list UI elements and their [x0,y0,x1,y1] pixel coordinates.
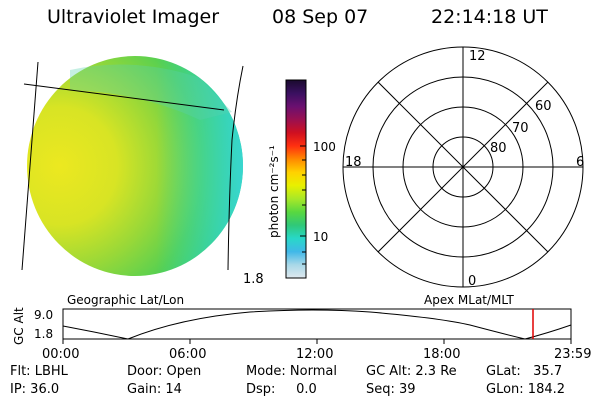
gc-alt-value: GC Alt: 2.3 Re [366,364,457,379]
limb-line-left [21,61,39,271]
polar-grid [342,46,584,288]
timeline-right-title: Apex MLat/MLT [424,293,514,307]
instrument-title: Ultraviolet Imager [47,6,220,28]
timeline-left-title: Geographic Lat/Lon [67,293,184,307]
mlat-label-70: 70 [512,121,529,136]
timeline-axis-label: GC Alt [12,307,26,345]
uv-earth-image [21,56,244,276]
mlt-label-18: 18 [345,155,362,170]
timeline-ytick-min: 1.8 [34,327,53,341]
gc-altitude-curve [62,309,572,340]
mlt-label-12: 12 [469,49,486,64]
dsp-value: Dsp: 0.0 [246,382,317,397]
orbit-timeline: Geographic Lat/Lon Apex MLat/MLT GC Alt … [12,293,591,362]
colorbar: 100 10 photon cm⁻²s⁻¹ [267,79,336,279]
colorbar-tick-min: 1.8 [243,272,264,287]
timeline-ytick-max: 9.0 [34,308,53,322]
mode-value: Mode: Normal [246,364,337,379]
colorbar-tick-100: 100 [313,140,336,154]
ip-value: IP: 36.0 [10,382,60,397]
timeline-xtick-2359: 23:59 [554,347,591,362]
glon-value: GLon: 184.2 [486,382,566,397]
gain-value: Gain: 14 [127,382,182,397]
timeline-xtick-0600: 06:00 [169,347,206,362]
colorbar-tick-10: 10 [313,230,328,244]
mlat-label-60: 60 [535,99,552,114]
limb-line-right [227,65,244,271]
lat-line [23,83,225,111]
mlt-label-6: 6 [576,155,584,170]
seq-value: Seq: 39 [366,382,416,397]
timeline-xtick-0000: 00:00 [42,347,79,362]
glat-value: GLat: 35.7 [486,364,563,379]
door-status: Door: Open [127,364,202,379]
timeline-xtick-1800: 18:00 [423,347,460,362]
mlt-label-0: 0 [468,274,476,289]
filter-value: Flt: LBHL [10,364,68,379]
image-time: 22:14:18 UT [431,6,548,28]
timeline-xtick-1200: 12:00 [296,347,333,362]
image-date: 08 Sep 07 [272,6,369,28]
colorbar-unit-label: photon cm⁻²s⁻¹ [267,145,281,238]
mlat-label-80: 80 [490,141,507,156]
